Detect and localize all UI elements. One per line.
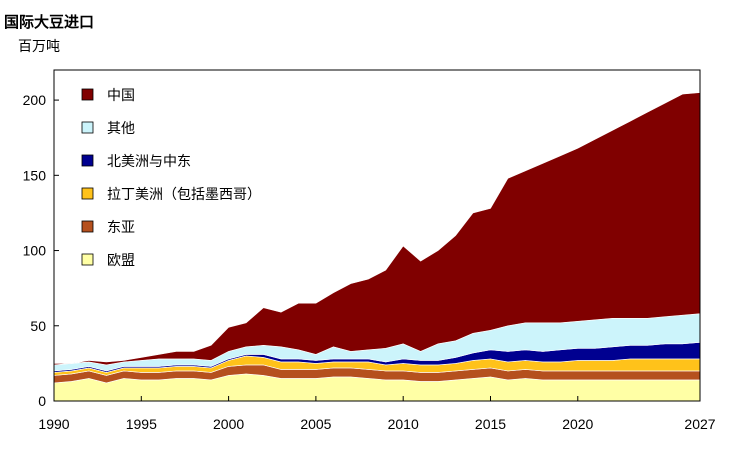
y-tick-label: 0 (38, 393, 46, 409)
chart-subtitle: 百万吨 (18, 39, 60, 55)
x-tick-label: 2020 (562, 416, 593, 432)
x-tick-label: 2005 (300, 416, 331, 432)
x-axis: 1990 1995 2000 2005 2010 2015 2020 2027 (38, 396, 716, 432)
legend-label: 其他 (107, 121, 135, 137)
legend-label: 中国 (107, 88, 135, 104)
y-tick-label: 200 (23, 92, 47, 108)
plot-frame (53, 69, 701, 402)
legend-swatch (81, 88, 94, 101)
legend-label: 拉丁美洲（包括墨西哥） (107, 187, 261, 203)
x-tick-label: 2000 (213, 416, 244, 432)
y-tick-label: 100 (23, 243, 47, 259)
area-series-group (53, 92, 701, 402)
x-tick-label: 2015 (475, 416, 506, 432)
legend-swatch (81, 253, 94, 266)
x-tick-label: 2010 (388, 416, 419, 432)
chart-title: 国际大豆进口 (4, 13, 94, 31)
legend-swatch (81, 187, 94, 200)
legend-label: 北美洲与中东 (107, 154, 191, 170)
legend-label: 欧盟 (107, 253, 135, 269)
x-tick-label: 1995 (126, 416, 157, 432)
y-tick-label: 150 (23, 167, 47, 183)
x-tick-label: 1990 (38, 416, 69, 432)
y-axis: 0 50 100 150 200 (23, 92, 59, 409)
legend-label: 东亚 (107, 220, 135, 236)
y-tick-label: 50 (30, 318, 46, 334)
legend-swatch (81, 121, 94, 134)
legend-swatch (81, 154, 94, 167)
x-tick-label: 2027 (684, 416, 715, 432)
legend-swatch (81, 220, 94, 233)
